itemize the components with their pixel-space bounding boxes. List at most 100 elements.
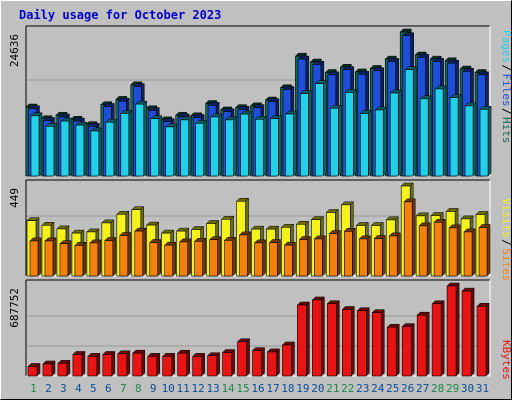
bar-pages-day-6 [105, 118, 118, 177]
day-label-10: 10 [162, 382, 175, 395]
day-label-8: 8 [135, 382, 142, 395]
legend-sites: Sites [500, 248, 512, 281]
bar-pages-day-11 [180, 116, 193, 177]
day-label-26: 26 [401, 382, 414, 395]
legend: Visits/ Sites [500, 198, 512, 281]
bar-sites-day-21 [328, 229, 341, 277]
bar-kbytes-day-28 [431, 300, 445, 377]
y-max-label: 449 [8, 188, 21, 208]
bar-sites-day-3 [59, 240, 72, 277]
bar-kbytes-day-19 [296, 301, 311, 377]
y-max-label: 24636 [8, 34, 21, 67]
legend: KBytes [500, 340, 512, 380]
bar-kbytes-day-4 [72, 350, 86, 377]
day-label-25: 25 [386, 382, 399, 395]
legend-pages: Pages [500, 30, 512, 63]
day-label-20: 20 [311, 382, 324, 395]
bar-pages-day-5 [90, 127, 103, 177]
bar-sites-day-12 [194, 237, 207, 277]
bar-pages-day-14 [224, 116, 238, 177]
day-label-24: 24 [371, 382, 385, 395]
bar-kbytes-day-2 [42, 360, 56, 377]
day-label-31: 31 [476, 382, 489, 395]
bar-sites-day-31 [478, 223, 491, 277]
bar-kbytes-day-9 [147, 352, 161, 377]
bar-kbytes-day-26 [401, 322, 415, 377]
legend-hits: Hits [500, 117, 512, 144]
bar-pages-day-28 [434, 85, 447, 177]
day-label-23: 23 [356, 382, 369, 395]
bar-pages-day-3 [60, 117, 73, 177]
day-label-15: 15 [236, 382, 249, 395]
day-label-17: 17 [266, 382, 279, 395]
bar-kbytes-day-10 [162, 352, 176, 377]
day-label-7: 7 [120, 382, 127, 395]
bar-sites-day-17 [268, 238, 282, 277]
day-label-30: 30 [461, 382, 474, 395]
bar-pages-day-2 [45, 122, 58, 177]
bar-sites-day-11 [179, 238, 192, 277]
legend-separator: / [500, 239, 512, 246]
day-label-12: 12 [192, 382, 205, 395]
bar-pages-day-9 [150, 115, 163, 177]
bar-sites-day-7 [119, 231, 132, 277]
bar-pages-day-30 [464, 102, 477, 177]
bar-pages-day-4 [75, 121, 88, 177]
legend-separator: / [500, 108, 512, 115]
bar-sites-day-20 [313, 235, 326, 277]
bar-kbytes-day-12 [192, 352, 206, 377]
bar-sites-day-27 [418, 222, 431, 277]
bar-kbytes-day-27 [416, 311, 430, 377]
bar-pages-day-23 [359, 109, 372, 177]
usage-panel: 24636 Pages/Files/Hits [8, 25, 512, 177]
day-labels: 1 2 3 4 5 6 7 8 9 10 11 12 13 14 15 16 17 18 19 20 21 22 23 24 2… [30, 382, 489, 395]
day-label-16: 16 [251, 382, 264, 395]
bar-kbytes-day-17 [266, 348, 281, 377]
bar-sites-day-22 [343, 227, 356, 277]
bar-kbytes-day-31 [476, 302, 490, 377]
bar-sites-day-5 [89, 239, 102, 277]
day-label-27: 27 [416, 382, 429, 395]
bar-kbytes-day-15 [236, 338, 251, 377]
bar-sites-day-24 [373, 234, 386, 277]
bar-sites-day-25 [388, 232, 401, 277]
day-label-29: 29 [446, 382, 459, 395]
bar-pages-day-21 [329, 104, 342, 177]
bar-kbytes-day-14 [221, 348, 236, 377]
legend-files: Files [500, 74, 512, 107]
bar-kbytes-day-7 [117, 350, 131, 377]
bar-pages-day-29 [449, 94, 462, 177]
day-label-9: 9 [150, 382, 157, 395]
bar-pages-day-19 [299, 89, 313, 177]
bar-pages-day-13 [210, 113, 223, 177]
legend-visits: Visits [500, 198, 512, 238]
bar-kbytes-day-25 [386, 323, 400, 377]
y-max-label: 687752 [8, 288, 21, 328]
day-label-11: 11 [177, 382, 190, 395]
bar-pages-day-22 [344, 88, 357, 177]
bar-sites-day-15 [238, 231, 252, 277]
bar-pages-day-20 [314, 80, 327, 177]
bar-kbytes-day-30 [461, 287, 475, 377]
bar-kbytes-day-29 [446, 282, 460, 377]
bar-sites-day-1 [29, 237, 42, 277]
day-label-22: 22 [341, 382, 354, 395]
day-label-2: 2 [45, 382, 52, 395]
bar-sites-day-14 [223, 236, 237, 277]
bar-kbytes-day-24 [371, 309, 385, 377]
bar-sites-day-10 [164, 241, 177, 277]
bar-kbytes-day-6 [102, 350, 116, 377]
bar-pages-day-17 [269, 115, 283, 177]
bar-pages-day-26 [404, 66, 417, 177]
kbytes-panel: 687752 KBytes [8, 279, 512, 380]
bar-pages-day-1 [30, 112, 43, 177]
chart-title: Daily usage for October 2023 [19, 8, 221, 22]
day-label-13: 13 [206, 382, 219, 395]
day-label-4: 4 [75, 382, 82, 395]
bar-pages-day-15 [239, 110, 253, 177]
bar-kbytes-day-20 [311, 296, 325, 377]
bar-kbytes-day-18 [281, 341, 296, 377]
bar-kbytes-day-11 [177, 349, 191, 377]
bar-sites-day-8 [134, 227, 147, 277]
bar-kbytes-day-13 [207, 352, 221, 377]
